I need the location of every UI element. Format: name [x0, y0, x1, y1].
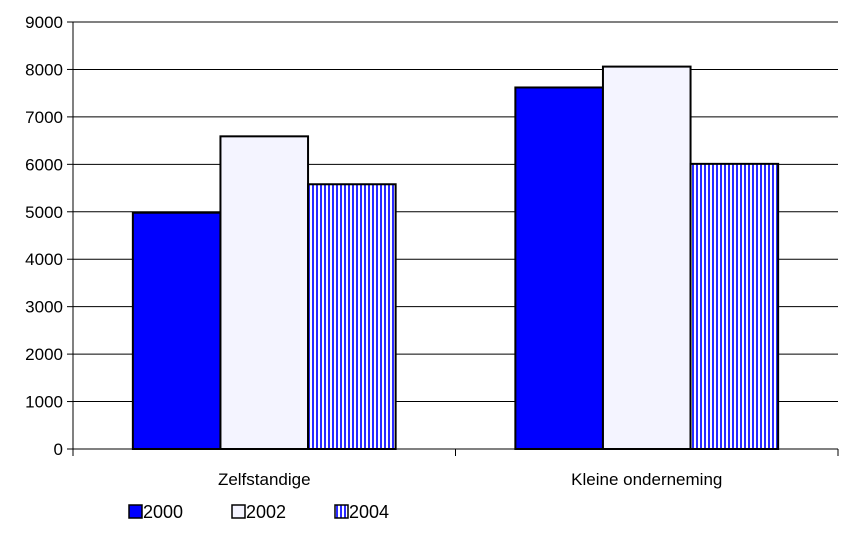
- legend-label: 2000: [143, 502, 183, 522]
- bar-2002-1: [601, 65, 692, 450]
- category-label: Kleine onderneming: [571, 470, 722, 489]
- y-tick-label: 9000: [25, 13, 63, 32]
- category-label: Zelfstandige: [218, 470, 311, 489]
- y-tick-label: 4000: [25, 250, 63, 269]
- y-tick-label: 5000: [25, 203, 63, 222]
- category-labels: Zelfstandige Kleine onderneming: [218, 470, 722, 489]
- bar-2004-1: [689, 162, 780, 450]
- legend-label: 2002: [246, 502, 286, 522]
- legend-swatch-2002: [231, 504, 246, 519]
- legend-label: 2004: [349, 502, 389, 522]
- bar-2004-0: [307, 183, 397, 450]
- y-tick-label: 8000: [25, 60, 63, 79]
- legend-swatch-2004: [334, 504, 349, 519]
- y-axis-ticks: 0 1000 2000 3000 4000 5000 6000 7000 8000 9000: [25, 13, 73, 459]
- bar-2000-0: [131, 211, 222, 450]
- y-tick-label: 3000: [25, 298, 63, 317]
- bar-2002-0: [219, 135, 310, 450]
- y-tick-label: 7000: [25, 108, 63, 127]
- bars: [131, 65, 780, 451]
- y-tick-label: 0: [54, 440, 63, 459]
- bar-2000-1: [514, 86, 604, 451]
- y-tick-label: 1000: [25, 393, 63, 412]
- y-tick-label: 2000: [25, 345, 63, 364]
- y-tick-label: 6000: [25, 155, 63, 174]
- legend: 2000 2002 2004: [128, 502, 389, 522]
- legend-swatch-2000: [128, 504, 143, 519]
